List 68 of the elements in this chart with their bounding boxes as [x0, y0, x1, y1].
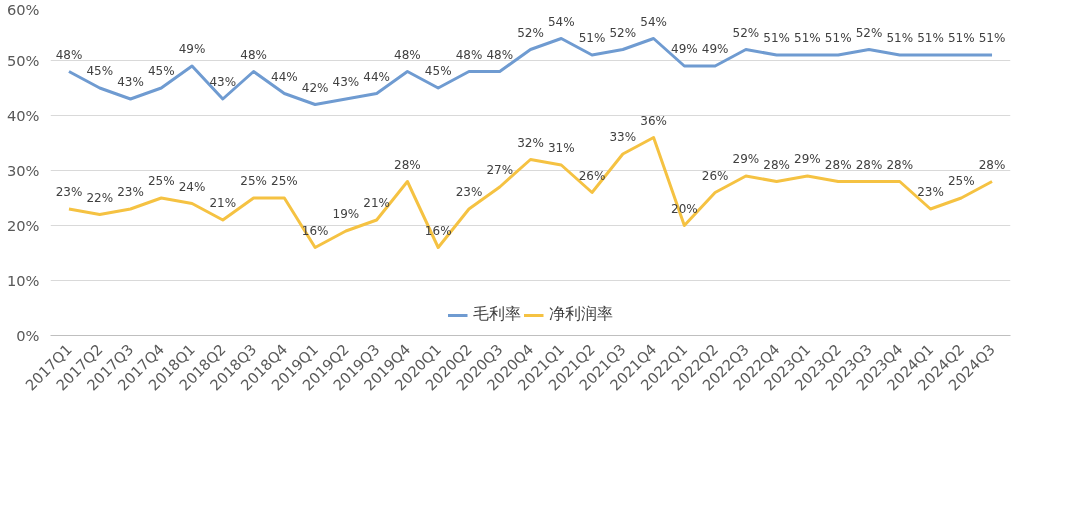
data-label: 45%: [147, 64, 175, 78]
data-label: 23%: [917, 185, 944, 199]
y-tick-label: 10%: [6, 272, 40, 289]
data-label: 51%: [824, 31, 852, 45]
data-label: 28%: [763, 157, 790, 172]
data-label: 48%: [455, 47, 483, 62]
data-label: 52%: [609, 25, 637, 40]
data-label: 52%: [732, 25, 760, 40]
data-label: 25%: [240, 174, 267, 188]
data-label: 52%: [855, 25, 883, 40]
y-tick-label: 50%: [6, 52, 40, 69]
data-label: 25%: [271, 174, 298, 188]
data-label: 52%: [517, 25, 544, 40]
data-label: 23%: [455, 185, 483, 199]
data-label: 44%: [363, 69, 390, 84]
data-label: 51%: [794, 31, 821, 45]
y-tick-label: 60%: [6, 0, 40, 18]
data-label: 51%: [947, 31, 975, 45]
data-label: 51%: [578, 31, 606, 45]
data-label: 23%: [55, 185, 83, 199]
y-tick-label: 20%: [6, 217, 40, 234]
legend-label: 净利润率: [548, 304, 613, 325]
data-label: 28%: [855, 157, 883, 172]
data-label: 25%: [147, 174, 175, 188]
data-label: 36%: [640, 113, 667, 128]
data-label: 29%: [794, 152, 821, 166]
data-label: 23%: [117, 185, 144, 199]
y-tick-label: 30%: [6, 162, 40, 179]
data-label: 48%: [486, 47, 514, 62]
data-label: 43%: [117, 75, 144, 89]
data-label: 28%: [824, 157, 852, 172]
data-label: 32%: [517, 135, 544, 150]
data-label: 26%: [701, 168, 729, 183]
data-label: 28%: [394, 157, 421, 172]
data-label: 33%: [609, 130, 637, 144]
data-label: 24%: [178, 179, 206, 194]
data-label: 54%: [547, 14, 575, 29]
data-label: 49%: [178, 42, 206, 56]
data-label: 43%: [209, 75, 237, 89]
legend-label: 毛利率: [472, 304, 521, 325]
data-label: 51%: [886, 31, 914, 45]
data-label: 21%: [363, 196, 390, 210]
data-label: 44%: [271, 69, 298, 84]
data-label: 22%: [86, 190, 114, 205]
data-label: 48%: [240, 47, 267, 62]
data-label: 27%: [486, 163, 514, 177]
data-label: 48%: [394, 47, 421, 62]
y-tick-label: 40%: [6, 107, 40, 124]
data-label: 29%: [732, 152, 760, 166]
data-label: 21%: [209, 196, 237, 210]
data-label: 51%: [978, 31, 1006, 45]
data-label: 26%: [578, 168, 606, 183]
data-label: 49%: [701, 42, 729, 56]
data-label: 43%: [332, 75, 360, 89]
data-label: 51%: [763, 31, 790, 45]
data-label: 48%: [55, 47, 83, 62]
data-label: 49%: [671, 42, 698, 56]
data-label: 28%: [886, 157, 914, 172]
y-tick-label: 0%: [16, 327, 40, 344]
data-label: 25%: [947, 174, 975, 188]
data-label: 54%: [640, 14, 667, 29]
data-label: 51%: [917, 31, 944, 45]
data-label: 45%: [424, 64, 452, 78]
data-label: 45%: [86, 64, 114, 78]
data-label: 42%: [301, 80, 329, 95]
data-label: 28%: [978, 157, 1006, 172]
data-label: 31%: [547, 141, 575, 155]
data-label: 19%: [332, 207, 360, 221]
